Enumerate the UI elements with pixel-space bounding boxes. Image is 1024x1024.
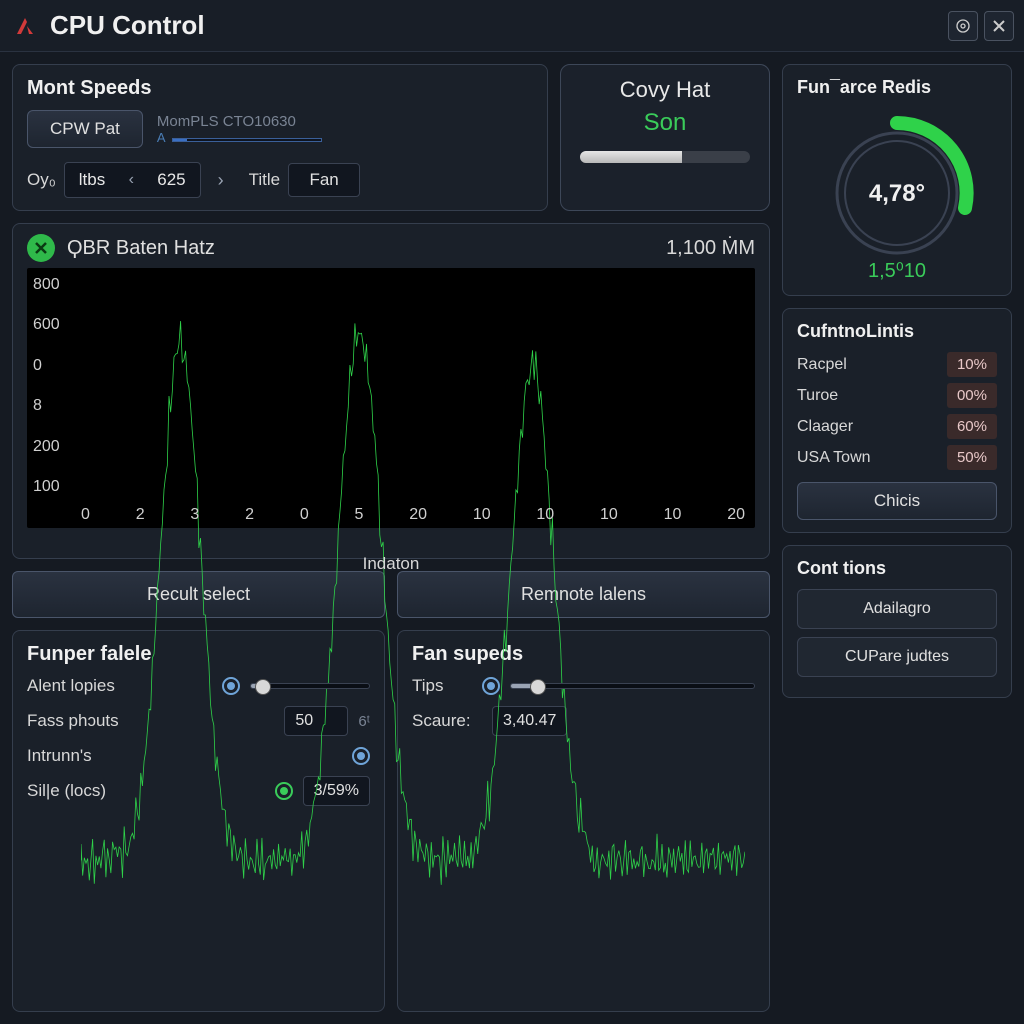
conttions-title: Cont tions <box>797 558 997 579</box>
settings-button[interactable] <box>948 11 978 41</box>
app-logo-icon <box>10 11 40 41</box>
gauge-panel: Fun¯arce Redis 4,78° 1,5⁰10 <box>782 64 1012 296</box>
conttions-panel: Cont tions Adailagro CUPare judtes <box>782 545 1012 698</box>
chart-x-label: Indaton <box>27 554 755 574</box>
limits-row: Turoe 00% <box>797 383 997 408</box>
gauge-subvalue: 1,5⁰10 <box>868 258 926 283</box>
chart-line <box>81 276 745 940</box>
intrunn-radio[interactable] <box>352 747 370 765</box>
limits-title: CufntnoLintis <box>797 321 997 342</box>
chart-area: 800 600 0 8 200 100 0 2 3 2 0 5 <box>27 268 755 528</box>
gauge-title: Fun¯arce Redis <box>797 77 997 98</box>
gauge-value: 4,78° <box>869 180 925 208</box>
chart-x-axis: 0 2 3 2 0 5 20 10 10 10 10 20 <box>81 506 745 524</box>
covy-subtitle: Son <box>644 109 687 137</box>
titlebar: CPU Control <box>0 0 1024 52</box>
slim-label: MomPLS CTO10630 <box>157 113 322 130</box>
mont-speeds-panel: Mont Speeds CPW Pat MomPLS CTO10630 A O <box>12 64 548 211</box>
covy-progress-fill <box>580 151 682 163</box>
ltbs-label: ltbs <box>65 170 119 190</box>
slim-sub: A <box>157 130 166 145</box>
limits-row: Racpel 10% <box>797 352 997 377</box>
cpw-pat-button[interactable]: CPW Pat <box>27 110 143 148</box>
adailagro-option[interactable]: Adailagro <box>797 589 997 629</box>
chart-status-icon <box>27 234 55 262</box>
ltbs-inc-icon[interactable]: › <box>209 170 233 191</box>
alent-radio[interactable] <box>222 677 240 695</box>
sille-radio[interactable] <box>275 782 293 800</box>
covy-progress[interactable] <box>580 151 750 163</box>
ltbs-stepper[interactable]: ltbs ‹ 625 <box>64 162 201 198</box>
slim-progress-fill <box>173 139 188 141</box>
chart-y-axis: 800 600 0 8 200 100 <box>33 276 60 496</box>
covy-title: Covy Hat <box>620 77 710 103</box>
ltbs-dec-icon[interactable]: ‹ <box>119 171 143 189</box>
cupare-option[interactable]: CUPare judtes <box>797 637 997 677</box>
chart-panel: ϘBR Baten Hatz 1,100 ṀM 800 600 0 8 200 … <box>12 223 770 559</box>
oyo-label: Oy₀ <box>27 170 56 190</box>
slim-readout: MomPLS CTO10630 A <box>157 113 322 145</box>
limits-row: USA Town 50% <box>797 445 997 470</box>
ltbs-value: 625 <box>143 170 199 190</box>
mont-title: Mont Speeds <box>27 77 533 100</box>
tips-radio[interactable] <box>482 677 500 695</box>
fan-field[interactable]: Fan <box>288 163 360 197</box>
covy-hat-panel: Covy Hat Son <box>560 64 770 211</box>
title-label: Title <box>249 170 281 190</box>
window-title: CPU Control <box>50 10 942 41</box>
close-button[interactable] <box>984 11 1014 41</box>
tips-slider[interactable] <box>510 683 755 689</box>
chart-title: ϘBR Baten Hatz <box>67 237 654 260</box>
chart-value: 1,100 ṀM <box>666 237 755 260</box>
chicis-button[interactable]: Chicis <box>797 482 997 520</box>
alent-slider[interactable] <box>250 683 370 689</box>
limits-panel: CufntnoLintis Racpel 10% Turoe 00% Claag… <box>782 308 1012 533</box>
slim-progress <box>172 138 322 142</box>
limits-row: Claager 60% <box>797 414 997 439</box>
